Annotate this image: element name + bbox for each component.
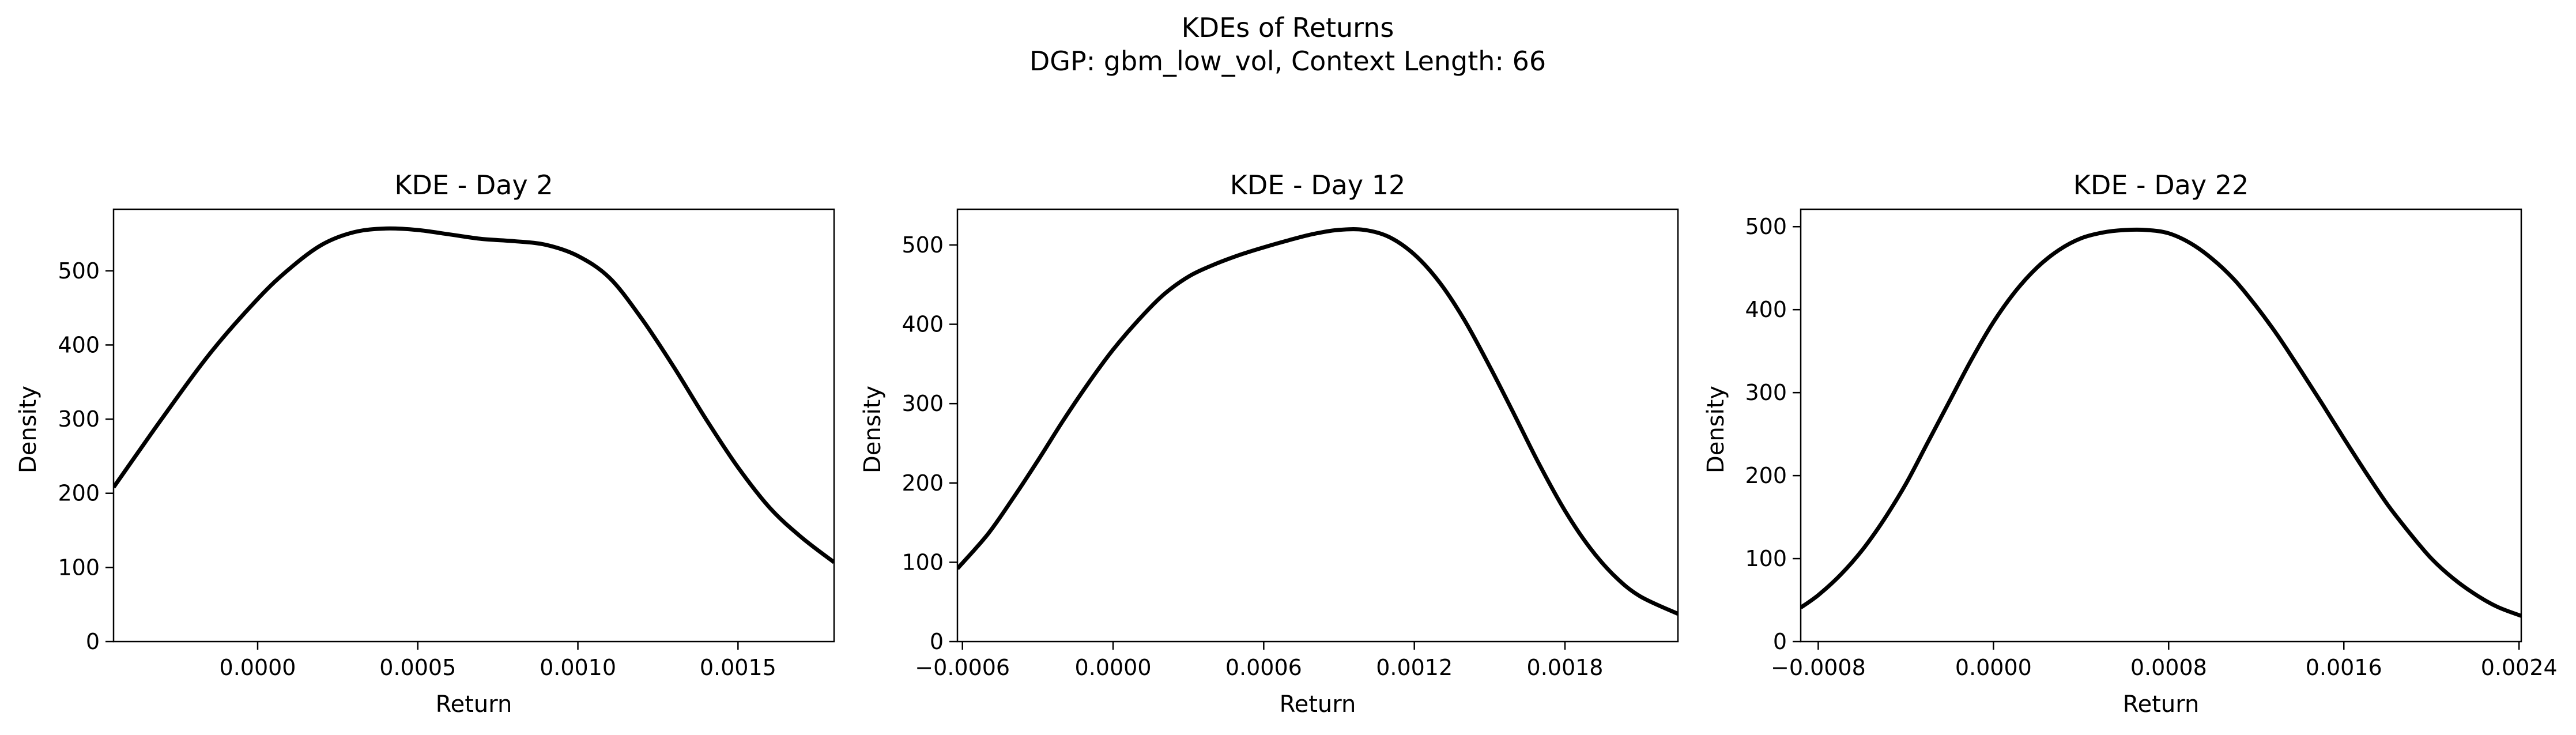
plot-area: −0.0008 0.0000 0.0008 0.0016 0.0024 0 100 200 30… [1745,208,2558,680]
x-tick-label: 0.0000 [220,655,296,680]
y-tick-label: 0 [1773,629,1787,654]
x-axis-label: Return [2123,691,2200,718]
x-tick-label: 0.0016 [2306,655,2382,680]
axes-frame [1800,208,2522,643]
kde-panel-day-12: KDE - Day 12 −0.0006 0.0000 0.0006 0.0012 0.… [859,169,1679,718]
kde-curve-series-0 [1801,227,2521,618]
y-tick-label: 400 [1745,297,1787,322]
x-tick-label: 0.0015 [700,655,776,680]
y-tick-label: 400 [902,312,944,337]
y-tick-label: 0 [86,629,100,654]
y-tick-label: 400 [58,332,100,357]
y-tick-label: 100 [1745,546,1787,571]
axes-frame [112,208,835,643]
x-tick-label: −0.0006 [915,655,1010,680]
x-tick-label: 0.0012 [1376,655,1453,680]
x-tick-label: 0.0008 [2130,655,2207,680]
x-axis-label: Return [1280,691,1356,718]
y-tick-label: 500 [1745,214,1787,239]
axes-frame [956,208,1679,643]
figure-title-line-1: KDEs of Returns [1182,12,1394,43]
x-tick-label: 0.0005 [379,655,456,680]
plot-area: −0.0006 0.0000 0.0006 0.0012 0.0018 0 100 200 30… [902,208,1679,680]
panel-title: KDE - Day 12 [1230,169,1405,201]
x-tick-label: 0.0018 [1527,655,1604,680]
y-tick-label: 300 [58,406,100,432]
x-axis-label: Return [436,691,512,718]
y-tick-label: 200 [1745,463,1787,488]
kde-curve-series-0 [957,227,1678,616]
plot-area: 0.0000 0.0005 0.0010 0.0015 0 100 200 300 400 500 [58,208,835,680]
x-tick-label: 0.0024 [2481,655,2558,680]
y-axis-label: Density [859,386,886,473]
panel-title: KDE - Day 2 [394,169,553,201]
y-tick-label: 100 [58,555,100,580]
x-tick-label: 0.0000 [1955,655,2032,680]
y-tick-label: 200 [58,481,100,506]
x-tick-label: 0.0000 [1075,655,1152,680]
y-axis-label: Density [15,386,42,473]
x-tick-label: −0.0008 [1771,655,1866,680]
kde-panel-day-2: KDE - Day 2 0.0000 0.0005 0.0010 0.0015 0 100… [15,169,835,718]
x-tick-label: 0.0006 [1225,655,1302,680]
kde-curve-series-0 [114,226,834,564]
figure-title-line-2: DGP: gbm_low_vol, Context Length: 66 [1029,46,1546,77]
y-tick-label: 300 [1745,380,1787,405]
y-tick-label: 100 [902,549,944,575]
y-tick-label: 300 [902,391,944,416]
y-tick-label: 0 [930,629,944,654]
panel-title: KDE - Day 22 [2073,169,2249,201]
y-axis-label: Density [1703,386,1729,473]
y-tick-label: 500 [902,232,944,258]
y-tick-label: 500 [58,258,100,284]
x-tick-label: 0.0010 [540,655,616,680]
y-tick-label: 200 [902,470,944,496]
kde-panel-day-22: KDE - Day 22 −0.0008 0.0000 0.0008 0.0016 0.… [1703,169,2558,718]
